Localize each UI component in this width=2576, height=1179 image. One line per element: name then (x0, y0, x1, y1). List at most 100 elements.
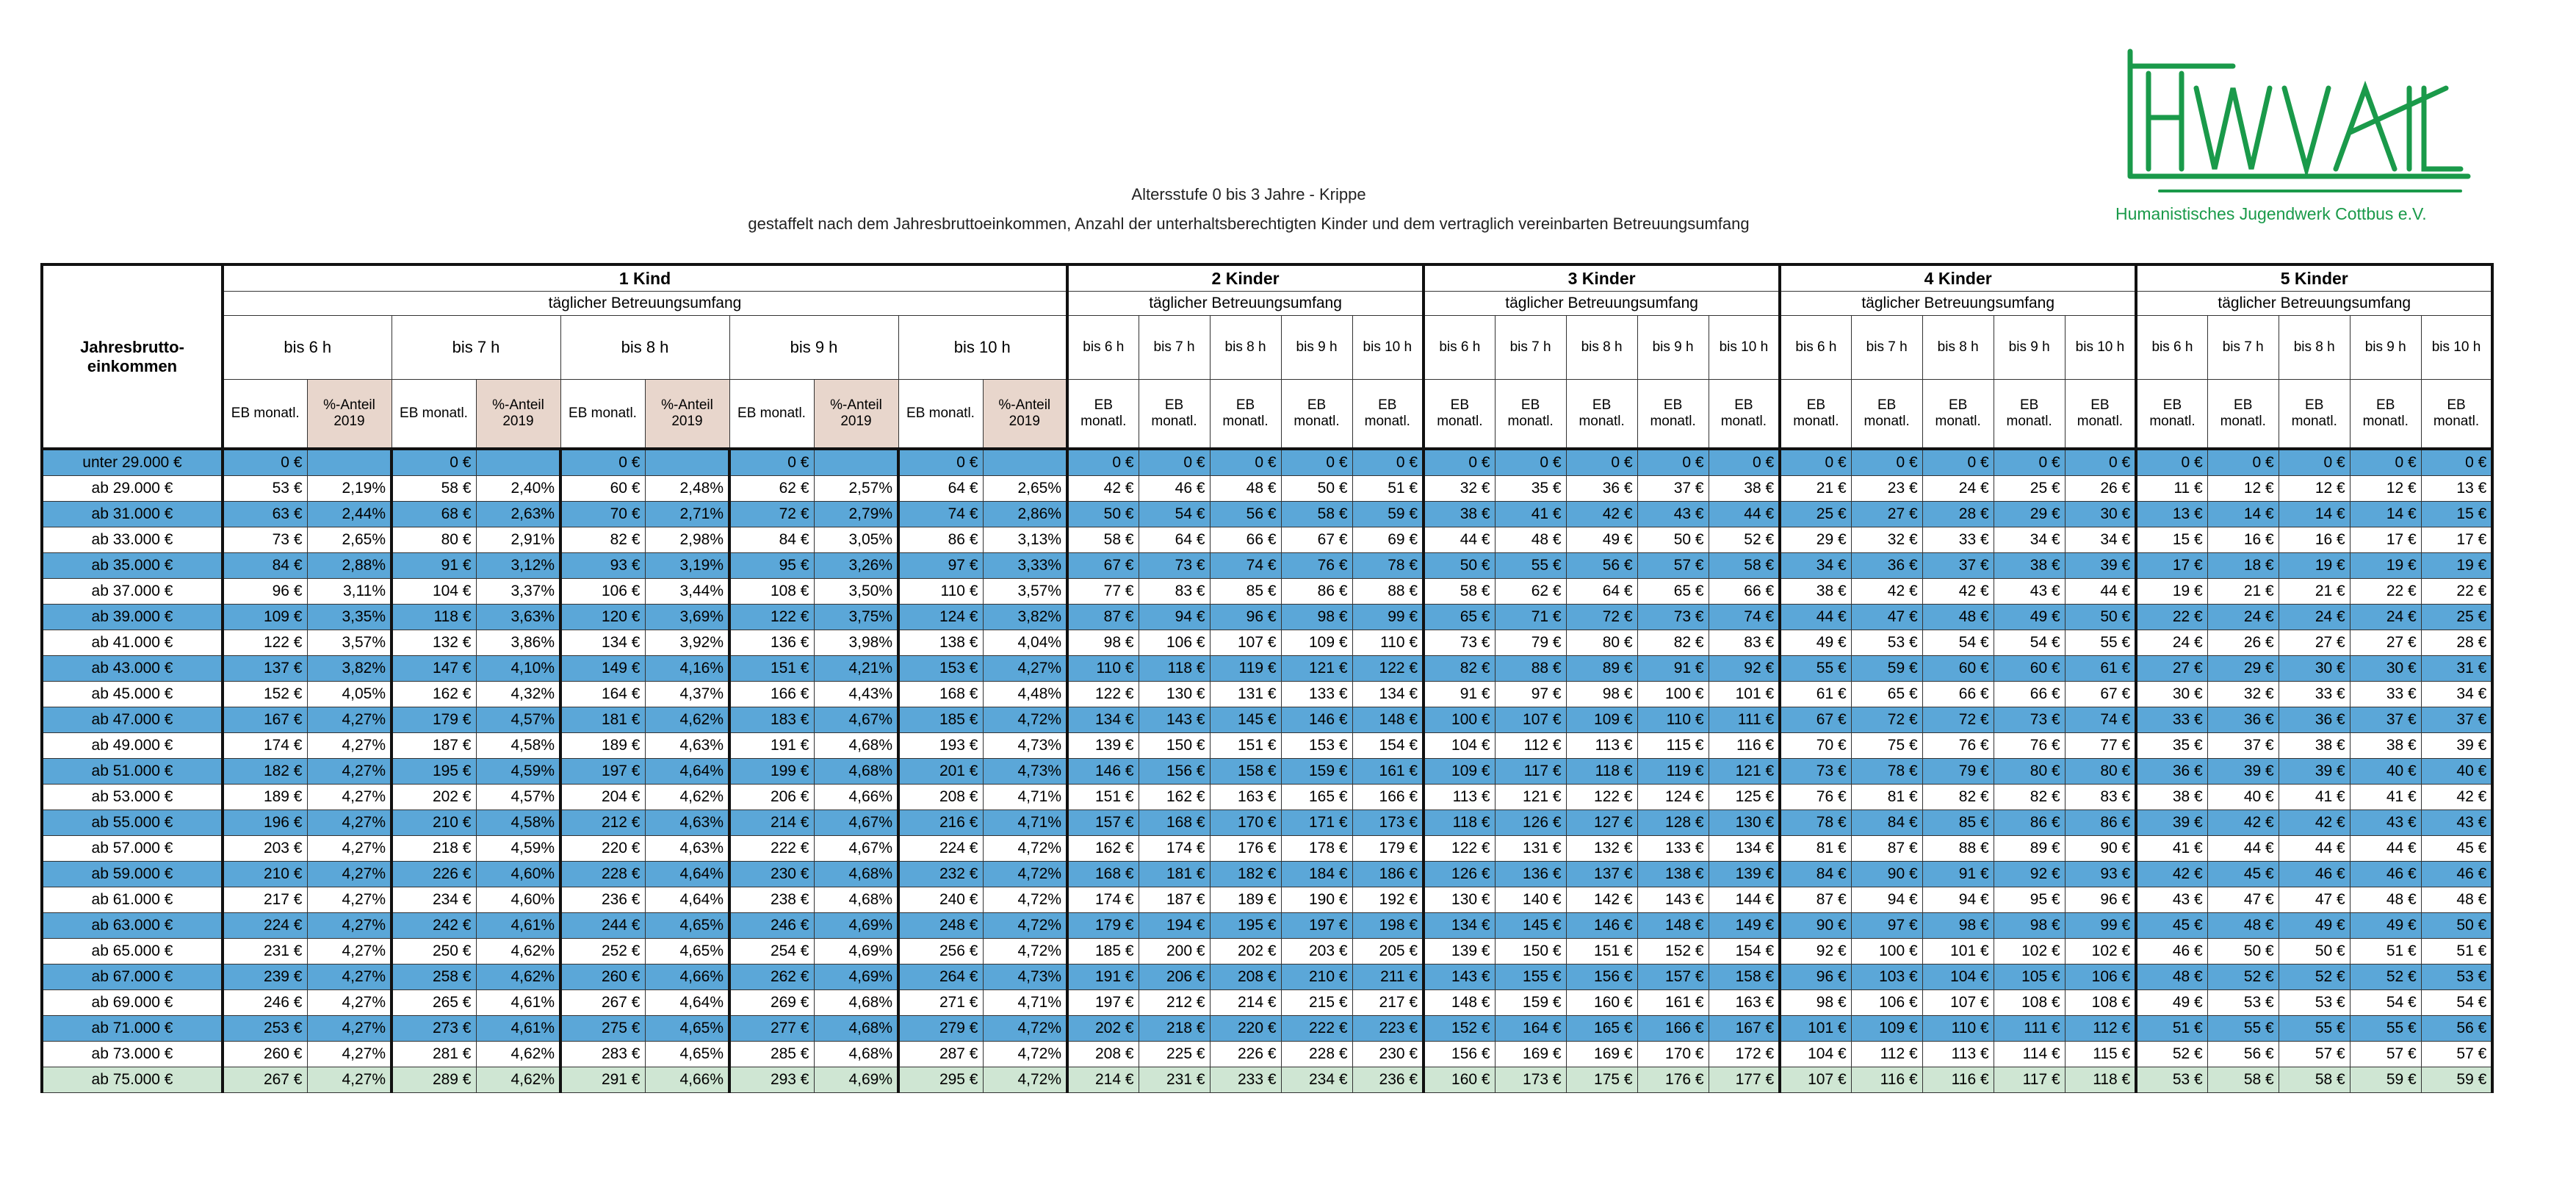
fee-cell: 118 € (1138, 655, 1211, 682)
fee-cell: 148 € (1422, 989, 1496, 1016)
fee-cell: 204 € (559, 784, 646, 810)
fee-cell: 72 € (1850, 707, 1923, 733)
fee-cell: 55 € (2207, 1015, 2279, 1042)
fee-cell: 52 € (2278, 964, 2350, 990)
fee-cell: 218 € (1138, 1015, 1211, 1042)
fee-cell: 67 € (1066, 552, 1139, 579)
percent-cell: 4,65% (644, 912, 730, 939)
fee-cell: 58 € (1708, 552, 1781, 579)
fee-cell: 76 € (1922, 732, 1994, 759)
fee-cell: 170 € (1637, 1041, 1709, 1067)
eb-header: EB monatl. (1922, 379, 1994, 450)
fee-cell: 122 € (1352, 655, 1424, 682)
fee-cell: 74 € (897, 501, 984, 527)
fee-cell: 24 € (1922, 475, 1994, 502)
percent-cell: 4,27% (306, 887, 392, 913)
fee-cell: 177 € (1708, 1067, 1781, 1093)
percent-cell: 4,10% (475, 655, 561, 682)
fee-cell: 122 € (221, 630, 308, 656)
percent-cell: 2,19% (306, 475, 392, 502)
fee-cell: 185 € (1066, 938, 1139, 965)
fee-cell: 111 € (1708, 707, 1781, 733)
eb-header: EB monatl. (1993, 379, 2066, 450)
percent-cell: 4,27% (306, 707, 392, 733)
fee-cell: 78 € (1352, 552, 1424, 579)
group-header: 3 Kinder (1422, 263, 1781, 292)
fee-cell: 49 € (2135, 989, 2208, 1016)
fee-cell: 102 € (1993, 938, 2066, 965)
percent-cell: 4,59% (475, 835, 561, 862)
fee-cell: 220 € (559, 835, 646, 862)
pct-header: %-Anteil 2019 (644, 379, 730, 450)
fee-cell: 152 € (1637, 938, 1709, 965)
fee-cell: 0 € (897, 447, 984, 476)
hours-header: bis 7 h (2207, 315, 2279, 380)
fee-cell: 91 € (390, 552, 477, 579)
fee-cell: 87 € (1850, 835, 1923, 862)
fee-cell: 58 € (1280, 501, 1353, 527)
fee-cell: 106 € (2064, 964, 2137, 990)
fee-cell: 0 € (2349, 447, 2422, 476)
group-header: 2 Kinder (1066, 263, 1424, 292)
income-label: ab 45.000 € (40, 681, 223, 707)
percent-cell: 4,61% (475, 1015, 561, 1042)
fee-cell: 157 € (1637, 964, 1709, 990)
fee-cell: 73 € (1778, 758, 1852, 785)
fee-cell: 49 € (1778, 630, 1852, 656)
fee-cell: 197 € (1066, 989, 1139, 1016)
fee-cell: 131 € (1209, 681, 1282, 707)
eb-header: EB monatl. (1778, 379, 1852, 450)
fee-cell: 0 € (221, 447, 308, 476)
data-row: ab 69.000 €246 €4,27% 265 €4,61% 267 €4,64… (40, 989, 2494, 1016)
fee-cell: 111 € (1993, 1015, 2066, 1042)
fee-cell: 184 € (1280, 861, 1353, 887)
fee-cell: 150 € (1494, 938, 1567, 965)
hours-header: bis 10 h (1708, 315, 1781, 380)
fee-cell: 0 € (1422, 447, 1496, 476)
fee-cell: 174 € (1066, 887, 1139, 913)
fee-cell: 80 € (390, 527, 477, 553)
percent-cell: 4,67% (813, 835, 899, 862)
fee-cell: 65 € (1637, 578, 1709, 605)
eb-header: EB monatl. (2420, 379, 2494, 450)
fee-cell: 267 € (559, 989, 646, 1016)
fee-cell: 201 € (897, 758, 984, 785)
fee-cell: 60 € (1993, 655, 2066, 682)
fee-cell: 212 € (1138, 989, 1211, 1016)
percent-cell: 4,65% (644, 1041, 730, 1067)
fee-cell: 252 € (559, 938, 646, 965)
fee-cell: 33 € (1922, 527, 1994, 553)
fee-cell: 164 € (559, 681, 646, 707)
fee-cell: 50 € (1066, 501, 1139, 527)
fee-cell: 0 € (390, 447, 477, 476)
fee-cell: 99 € (2064, 912, 2137, 939)
fee-cell: 107 € (1209, 630, 1282, 656)
percent-cell: 4,62% (644, 784, 730, 810)
fee-cell: 168 € (1138, 810, 1211, 836)
fee-cell: 48 € (1494, 527, 1567, 553)
fee-cell: 44 € (1778, 604, 1852, 630)
fee-cell: 49 € (1993, 604, 2066, 630)
fee-cell: 262 € (728, 964, 815, 990)
fee-cell: 41 € (2278, 784, 2350, 810)
fee-cell: 81 € (1778, 835, 1852, 862)
fee-cell: 244 € (559, 912, 646, 939)
fee-cell: 167 € (1708, 1015, 1781, 1042)
fee-cell: 12 € (2278, 475, 2350, 502)
fee-cell: 104 € (1422, 732, 1496, 759)
logo (2127, 48, 2471, 192)
fee-cell: 55 € (2064, 630, 2137, 656)
fee-cell: 0 € (1209, 447, 1282, 476)
income-label: ab 71.000 € (40, 1015, 223, 1042)
percent-cell: 4,27% (306, 938, 392, 965)
fee-cell: 95 € (1993, 887, 2066, 913)
fee-cell: 173 € (1352, 810, 1424, 836)
fee-cell: 145 € (1494, 912, 1567, 939)
fee-cell: 39 € (2207, 758, 2279, 785)
fee-cell: 42 € (1850, 578, 1923, 605)
fee-cell: 101 € (1922, 938, 1994, 965)
percent-cell: 4,04% (982, 630, 1068, 656)
fee-cell: 206 € (1138, 964, 1211, 990)
data-row: ab 51.000 €182 €4,27% 195 €4,59% 197 €4,64… (40, 758, 2494, 785)
fee-cell: 83 € (1708, 630, 1781, 656)
